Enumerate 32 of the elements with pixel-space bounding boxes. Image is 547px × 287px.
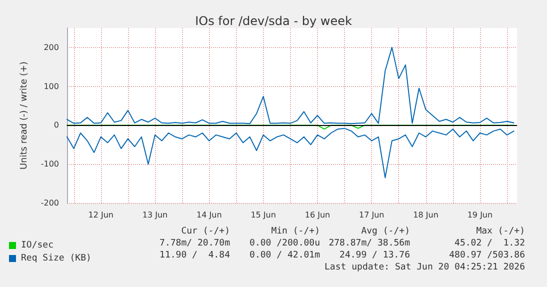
chart-title: IOs for /dev/sda - by week bbox=[195, 14, 352, 28]
text: 480.97 /503.86 bbox=[449, 250, 525, 260]
x-tick-label: 13 Jun bbox=[142, 210, 168, 220]
text: 24.99 / 13.76 bbox=[340, 250, 410, 260]
text: Avg (-/+) bbox=[361, 226, 410, 236]
x-tick-label: 16 Jun bbox=[304, 210, 330, 220]
x-tick-label: 12 Jun bbox=[88, 210, 114, 220]
y-tick-label: -200 bbox=[40, 198, 59, 208]
y-tick-label: 100 bbox=[44, 82, 59, 91]
text: 0.00 / 42.01m bbox=[250, 250, 320, 260]
legend-label: IO/sec bbox=[21, 240, 54, 250]
text: 278.87m/ 38.56m bbox=[328, 238, 410, 248]
text: Cur (-/+) bbox=[181, 226, 230, 236]
x-tick-label: 15 Jun bbox=[250, 210, 276, 220]
y-tick-label: -100 bbox=[40, 160, 59, 169]
x-tick-label: 18 Jun bbox=[413, 210, 438, 220]
text: 0.00 /200.00u bbox=[250, 238, 320, 248]
y-tick-label: 0 bbox=[54, 120, 59, 130]
text: Last update: Sat Jun 20 04:25:21 2026 bbox=[324, 262, 525, 272]
text: 7.78m/ 20.70m bbox=[160, 238, 230, 248]
line-series bbox=[66, 46, 514, 124]
text: Min (-/+) bbox=[271, 226, 320, 236]
y-tick-label: 200 bbox=[44, 42, 59, 52]
line-series bbox=[66, 128, 514, 178]
x-tick-label: 17 Jun bbox=[359, 210, 384, 220]
text: Max (-/+) bbox=[476, 226, 525, 236]
x-tick-label: 14 Jun bbox=[196, 210, 222, 220]
y-axis-title: Units read (-) / write (+) bbox=[20, 61, 30, 170]
legend-label: Req Size (KB) bbox=[21, 254, 92, 264]
text: 45.02 / 1.32 bbox=[454, 238, 525, 248]
x-tick-label: 19 Jun bbox=[467, 210, 493, 220]
text: 11.90 / 4.84 bbox=[160, 250, 230, 260]
